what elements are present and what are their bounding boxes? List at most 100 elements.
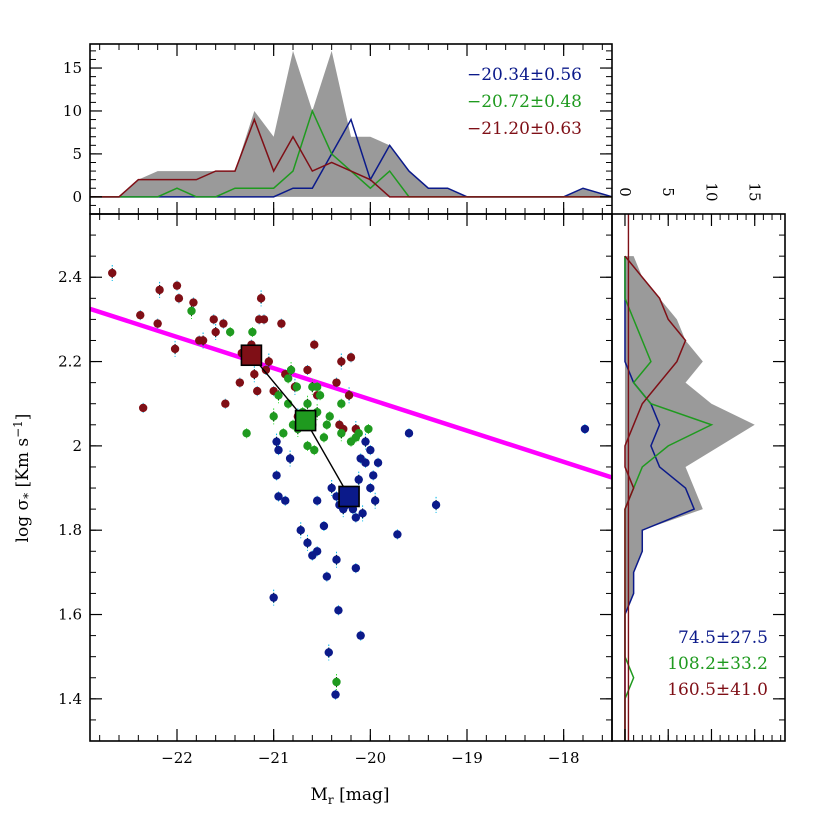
y-axis-label: log σ* [Km s−1]: [11, 414, 35, 543]
legend-entry-red: −21.20±0.63: [467, 119, 582, 139]
point-green: [325, 412, 334, 421]
point-blue: [358, 509, 367, 518]
point-green: [292, 382, 302, 392]
point-red: [254, 315, 264, 324]
point-red: [253, 386, 262, 396]
point-green: [315, 391, 325, 400]
point-red: [153, 319, 162, 328]
y-tick-label: 2.4: [58, 268, 82, 286]
point-red: [108, 268, 117, 278]
x-axis-label: Mr [mag]: [311, 785, 390, 807]
point-red: [332, 378, 341, 387]
point-blue: [393, 530, 402, 539]
y-tick-label: 2.2: [58, 353, 82, 371]
point-red: [198, 336, 208, 345]
y-tick-label: 1.6: [58, 606, 82, 624]
point-red: [344, 391, 354, 400]
top-histogram: 0 5 10 15 −20.34±0.56 −20.72±0.48 −21.20±0.…: [63, 43, 613, 215]
point-blue: [351, 513, 361, 522]
point-blue: [580, 424, 590, 434]
top-legend: −20.34±0.56 −20.72±0.48 −21.20±0.63: [467, 65, 582, 139]
median-marker-red: [240, 344, 263, 367]
point-blue: [356, 631, 365, 640]
point-green: [332, 677, 341, 687]
x-tick-label: −22: [161, 749, 193, 767]
point-red: [346, 353, 356, 362]
top-y-tick-label: 0: [72, 188, 82, 206]
top-y-tick-label: 10: [63, 102, 82, 120]
point-blue: [431, 500, 441, 510]
point-blue: [370, 496, 380, 505]
point-green: [225, 327, 235, 337]
point-red: [303, 365, 312, 375]
point-blue: [281, 496, 290, 505]
point-red: [172, 281, 182, 290]
point-blue: [312, 547, 322, 556]
point-blue: [334, 606, 343, 615]
y-tick-label: 1.8: [58, 521, 82, 539]
point-green: [346, 437, 356, 446]
point-blue: [356, 454, 365, 463]
point-blue: [373, 458, 383, 467]
point-green: [312, 382, 322, 392]
top-y-tick-label: 15: [63, 59, 82, 77]
right-histogram-frame: [611, 213, 786, 742]
point-blue: [303, 538, 312, 548]
point-green: [286, 365, 296, 375]
x-tick-label: −20: [355, 749, 387, 767]
median-marker-green: [294, 409, 317, 432]
point-red: [209, 315, 218, 324]
point-red: [261, 365, 271, 375]
top-line-red: [90, 117, 612, 198]
top-total-area: [90, 50, 612, 197]
x-tick-label: −21: [258, 749, 290, 767]
point-green: [283, 374, 293, 383]
point-green: [303, 441, 312, 451]
point-blue: [366, 445, 375, 455]
point-green: [274, 391, 283, 400]
point-red: [136, 310, 145, 320]
point-green: [337, 399, 346, 408]
point-blue: [366, 483, 375, 493]
point-blue: [324, 648, 333, 657]
point-blue: [369, 471, 378, 480]
legend-entry-red-sigma: 160.5±41.0: [667, 680, 768, 700]
point-blue: [312, 496, 322, 505]
point-green: [319, 433, 329, 442]
top-y-tick-label: 5: [72, 145, 82, 163]
point-red: [277, 319, 286, 328]
point-green: [303, 399, 312, 408]
point-green: [187, 306, 196, 316]
legend-entry-green-sigma: 108.2±33.2: [667, 654, 768, 674]
point-blue: [351, 563, 361, 573]
point-red: [174, 294, 184, 303]
legend-entry-blue: −20.34±0.56: [467, 65, 582, 85]
point-red: [256, 294, 266, 303]
point-red: [211, 327, 220, 337]
point-blue: [272, 437, 281, 446]
y-tick-label: 2: [72, 437, 82, 455]
point-blue: [319, 521, 329, 531]
y-tick-label: 1.4: [58, 690, 82, 708]
point-green: [322, 420, 332, 429]
point-green: [242, 429, 251, 438]
point-red: [138, 403, 148, 413]
point-blue: [361, 437, 370, 446]
point-blue: [331, 690, 340, 699]
legend-entry-green: −20.72±0.48: [467, 92, 582, 112]
right-histogram: 0 5 10 15 74.5±27.5 108.2±33.2 160.5±41.0: [611, 182, 786, 742]
point-green: [248, 327, 257, 337]
point-red: [250, 370, 259, 379]
median-marker-blue: [338, 485, 360, 508]
point-green: [279, 429, 288, 438]
point-blue: [332, 555, 341, 564]
point-red: [170, 344, 180, 354]
right-x-tick-label: 5: [659, 187, 677, 197]
point-red: [221, 399, 230, 408]
right-x-tick-label: 15: [746, 182, 764, 201]
right-x-tick-label: 0: [616, 187, 634, 197]
point-green: [364, 424, 373, 434]
point-red: [235, 378, 245, 387]
point-red: [155, 285, 164, 295]
